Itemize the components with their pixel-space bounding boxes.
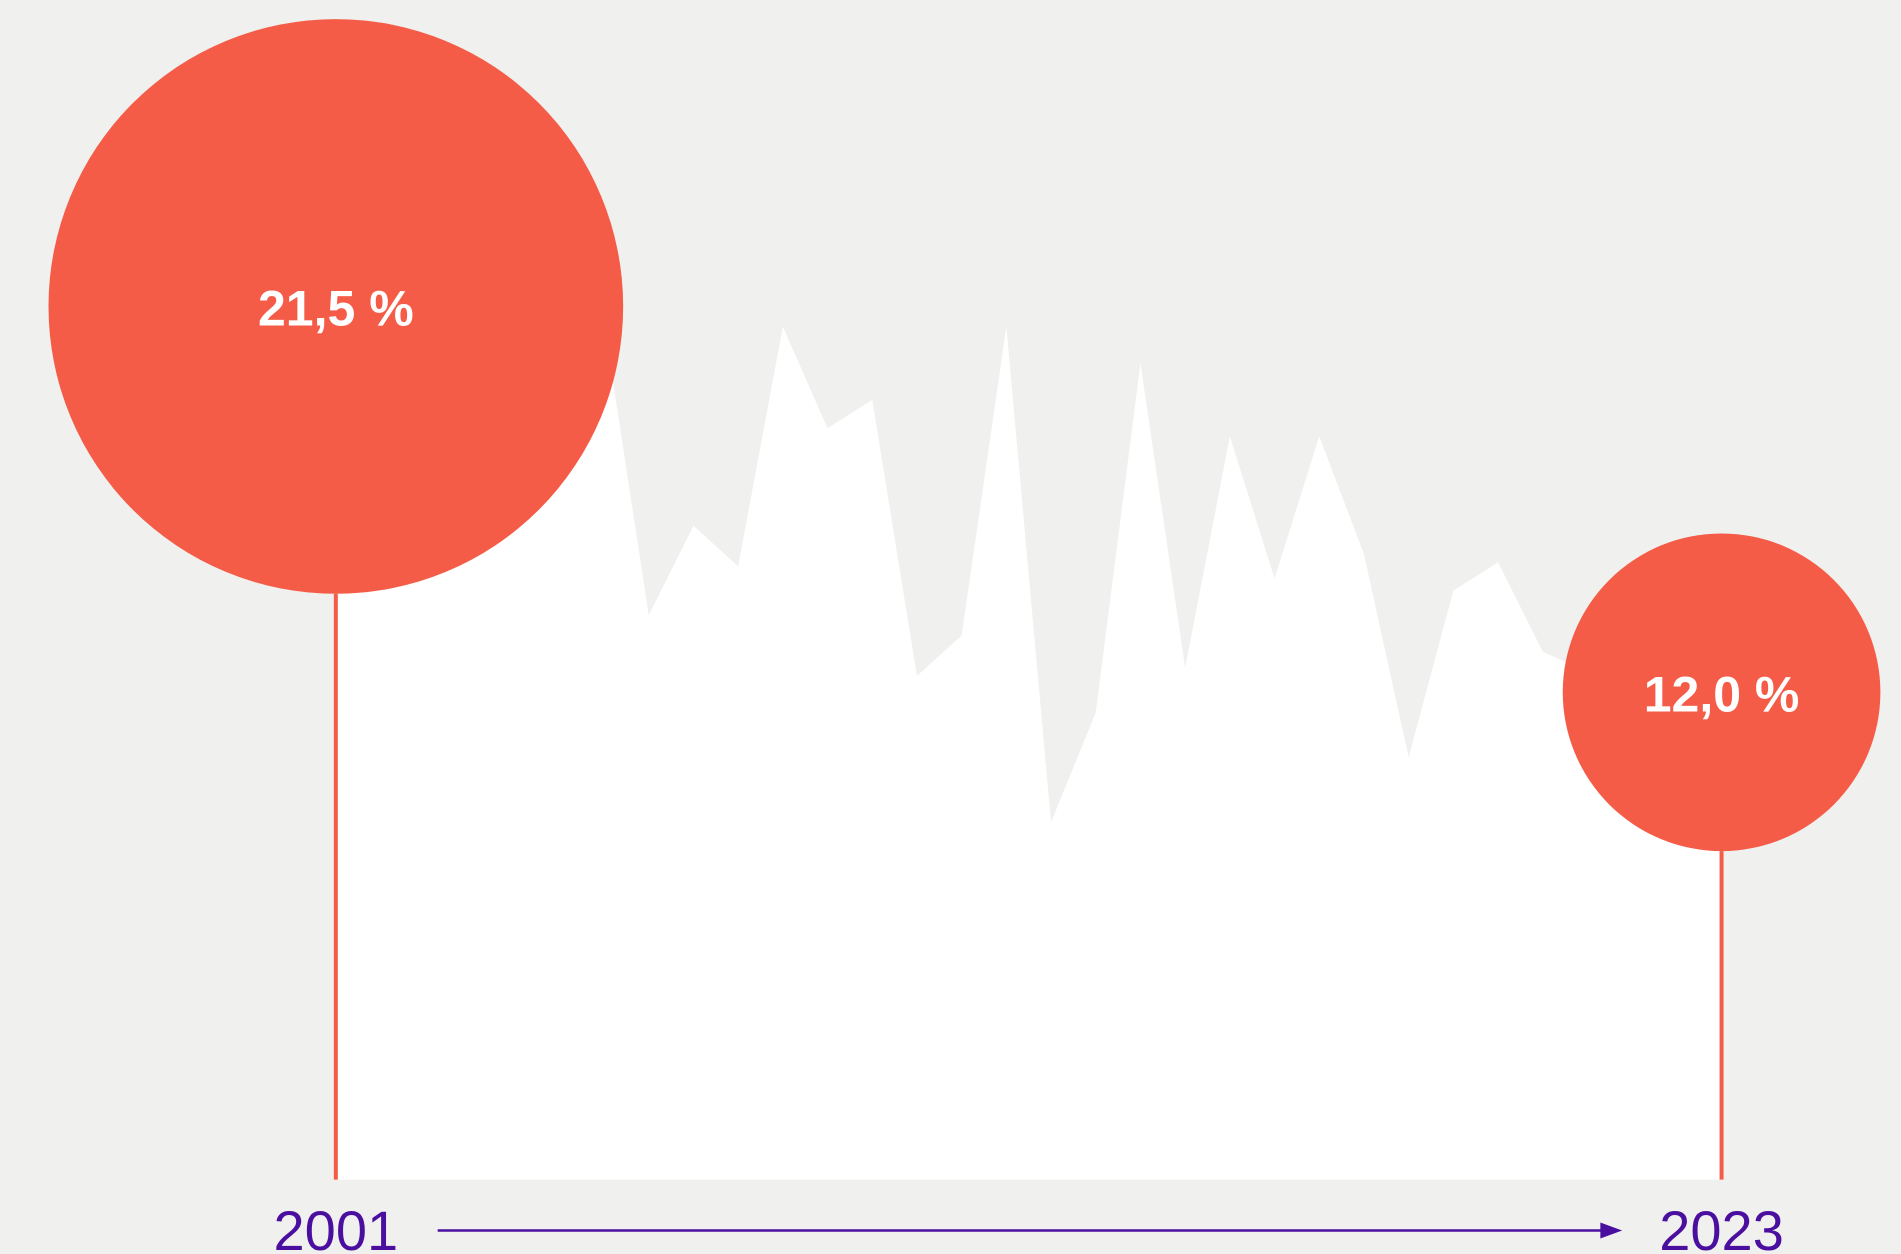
arrow-head	[1600, 1222, 1623, 1239]
x-tick-label: 2001	[274, 1199, 399, 1254]
area	[335, 306, 1722, 1180]
value-label: 12,0 %	[1644, 666, 1800, 722]
value-bubble	[1562, 533, 1881, 852]
value-label: 21,5 %	[258, 281, 414, 337]
x-tick-label: 2023	[1659, 1199, 1784, 1254]
value-bubble	[48, 19, 624, 594]
